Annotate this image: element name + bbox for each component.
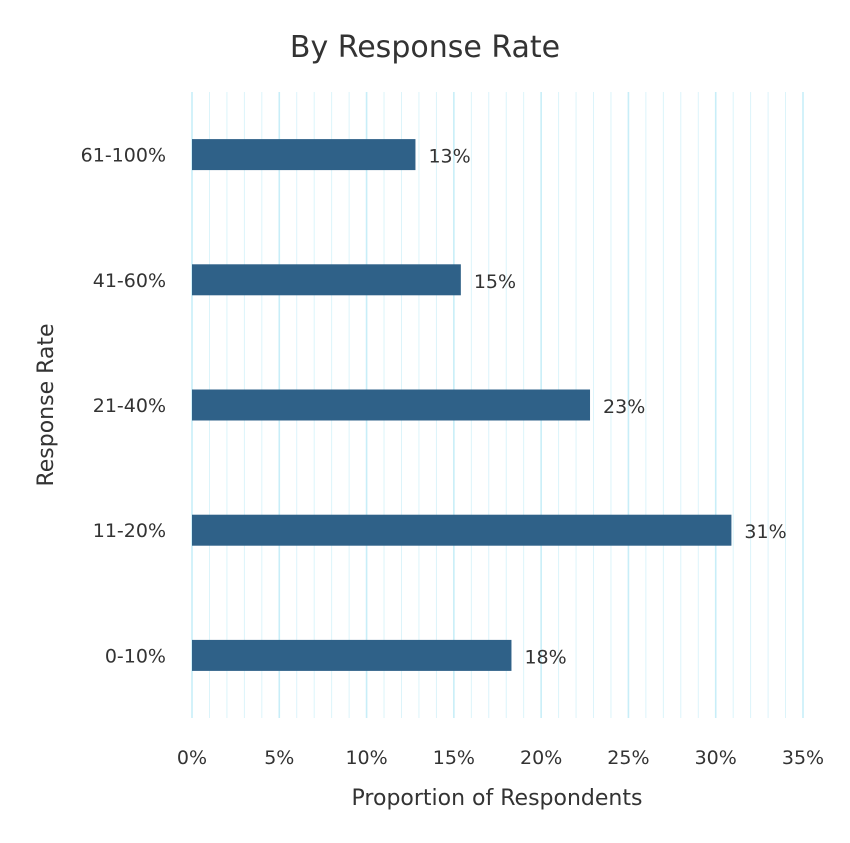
- bar-61-100%: [192, 139, 416, 171]
- bar-11-20%: [192, 514, 732, 546]
- y-axis-ticks: 0-10% 11-20% 21-40% 41-60% 61-100%: [81, 145, 166, 668]
- data-label: 18%: [524, 646, 566, 668]
- bars: [192, 139, 732, 671]
- y-tick-label: 21-40%: [93, 395, 166, 417]
- y-tick-label: 0-10%: [105, 645, 166, 667]
- x-tick-label: 5%: [264, 747, 294, 769]
- x-tick-label: 0%: [177, 747, 207, 769]
- data-label: 31%: [744, 521, 786, 543]
- data-label: 15%: [474, 271, 516, 293]
- x-tick-label: 15%: [433, 747, 475, 769]
- bar-21-40%: [192, 389, 591, 421]
- bar-0-10%: [192, 639, 512, 671]
- data-labels: 18% 31% 23% 15% 13%: [428, 146, 786, 669]
- data-label: 13%: [428, 146, 470, 168]
- data-label: 23%: [603, 396, 645, 418]
- y-axis-title: Response Rate: [34, 323, 59, 486]
- x-tick-label: 20%: [520, 747, 562, 769]
- y-tick-label: 41-60%: [93, 270, 166, 292]
- x-tick-label: 30%: [695, 747, 737, 769]
- x-axis-ticks: 0% 5% 10% 15% 20% 25% 30% 35%: [177, 747, 824, 769]
- bar-41-60%: [192, 264, 461, 296]
- y-tick-label: 11-20%: [93, 520, 166, 542]
- x-tick-label: 35%: [782, 747, 824, 769]
- x-tick-label: 25%: [607, 747, 649, 769]
- x-tick-label: 10%: [345, 747, 387, 769]
- x-axis-title: Proportion of Respondents: [352, 786, 643, 811]
- y-tick-label: 61-100%: [81, 145, 166, 167]
- chart-title: By Response Rate: [290, 30, 560, 65]
